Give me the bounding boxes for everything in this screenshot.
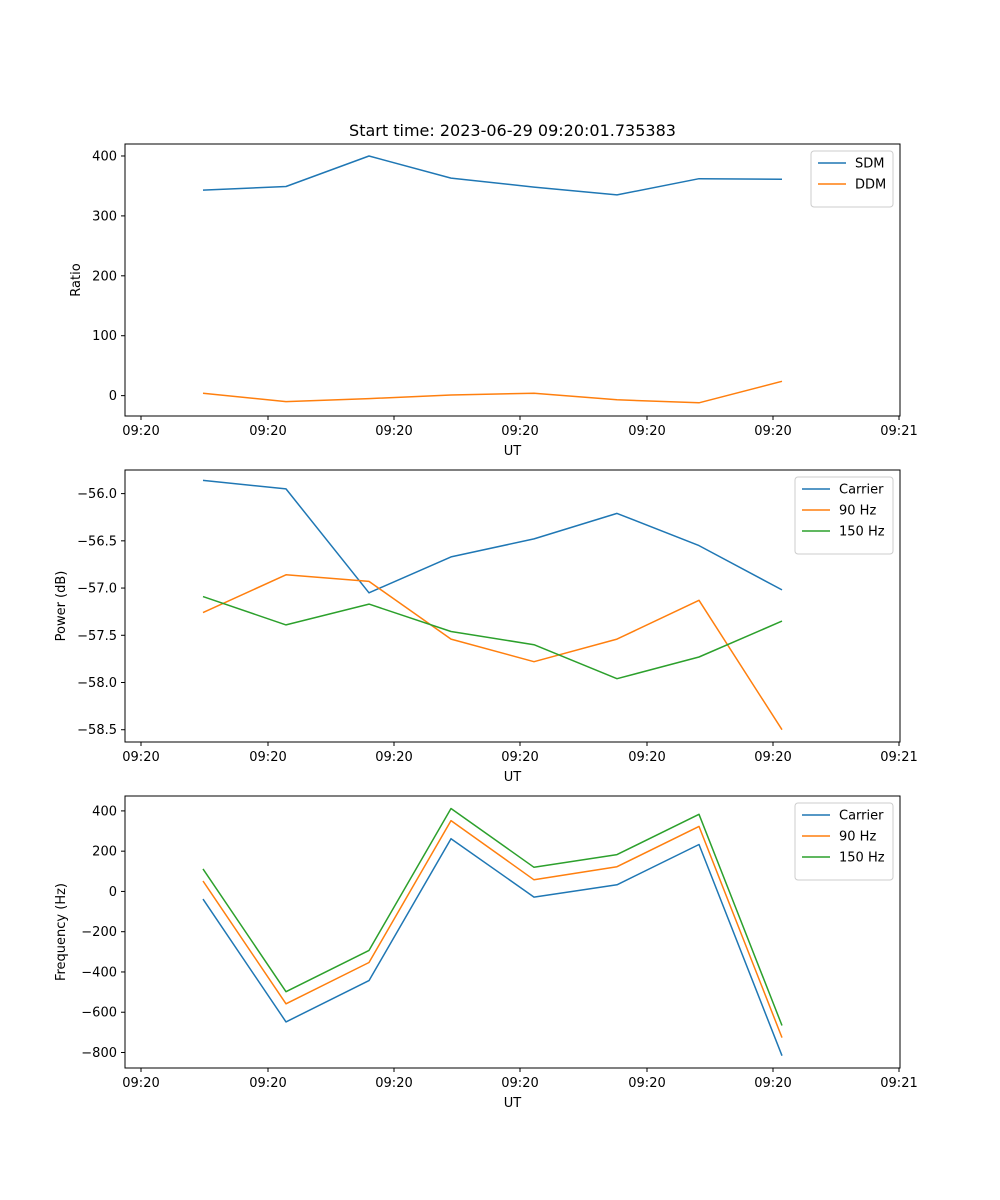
- x-tick-label: 09:20: [375, 424, 412, 439]
- x-tick-label: 09:20: [122, 424, 159, 439]
- y-tick-label: 300: [92, 209, 117, 224]
- legend-label: 150 Hz: [839, 525, 885, 540]
- x-tick-label: 09:20: [249, 424, 286, 439]
- plot-frame: [124, 795, 901, 1069]
- legend-box: [810, 150, 894, 208]
- y-tick-label: −57.0: [77, 582, 117, 597]
- x-axis-label: UT: [504, 1096, 522, 1111]
- series-line-150-hz: [202, 807, 783, 1026]
- legend-label: 90 Hz: [839, 830, 876, 845]
- legend-label: Carrier: [839, 483, 884, 498]
- x-tick-label: 09:20: [754, 750, 791, 765]
- legend-label: SDM: [855, 157, 884, 172]
- plot-frame: [124, 469, 901, 743]
- x-tick-label: 09:20: [501, 1076, 538, 1091]
- x-tick-label: 09:20: [628, 1076, 665, 1091]
- x-tick-label: 09:20: [628, 750, 665, 765]
- legend-box: [794, 802, 894, 881]
- y-axis-label: Frequency (Hz): [54, 883, 69, 981]
- series-line-150-hz: [202, 595, 783, 680]
- series-line-90-hz: [202, 819, 783, 1038]
- legend: SDM DDM: [810, 150, 894, 208]
- y-tick-label: 400: [92, 149, 117, 164]
- x-tick-label: 09:21: [880, 424, 917, 439]
- y-tick-label: −200: [81, 925, 117, 940]
- legend: Carrier 90 Hz 150 Hz: [794, 476, 894, 555]
- x-axis-label: UT: [504, 770, 522, 785]
- y-tick-label: 0: [109, 389, 117, 404]
- legend-label: 150 Hz: [839, 851, 885, 866]
- x-tick-label: 09:20: [754, 424, 791, 439]
- x-tick-label: 09:20: [628, 424, 665, 439]
- legend-label: Carrier: [839, 809, 884, 824]
- x-tick-label: 09:20: [501, 750, 538, 765]
- x-tick-label: 09:21: [880, 1076, 917, 1091]
- x-axis-label: UT: [504, 444, 522, 459]
- series-line-90-hz: [202, 574, 783, 731]
- series-line-carrier: [202, 837, 783, 1056]
- x-tick-label: 09:20: [122, 1076, 159, 1091]
- chart-panel-1: 09:20 09:20 09:20 09:20 09:20 09:20 09:21 0 100 2…: [69, 143, 918, 459]
- y-tick-label: −57.5: [77, 629, 117, 644]
- y-tick-label: −58.0: [77, 676, 117, 691]
- x-tick-label: 09:20: [375, 1076, 412, 1091]
- chart-panel-3: 09:20 09:20 09:20 09:20 09:20 09:20 09:21 400 20…: [54, 795, 918, 1111]
- y-tick-label: 400: [92, 804, 117, 819]
- x-tick-label: 09:20: [754, 1076, 791, 1091]
- y-tick-label: 200: [92, 845, 117, 860]
- legend-label: DDM: [855, 178, 886, 193]
- y-tick-label: −56.5: [77, 534, 117, 549]
- series-line-sdm: [202, 155, 783, 196]
- y-tick-label: −800: [81, 1046, 117, 1061]
- y-tick-label: −400: [81, 965, 117, 980]
- figure-title: Start time: 2023-06-29 09:20:01.735383: [349, 121, 676, 140]
- x-tick-label: 09:20: [249, 1076, 286, 1091]
- x-tick-label: 09:20: [501, 424, 538, 439]
- y-tick-label: 0: [109, 885, 117, 900]
- chart-panel-2: 09:20 09:20 09:20 09:20 09:20 09:20 09:21 −56.0…: [54, 469, 918, 785]
- y-tick-label: −600: [81, 1006, 117, 1021]
- series-line-ddm: [202, 380, 783, 404]
- series-line-carrier: [202, 479, 783, 594]
- y-tick-label: 100: [92, 329, 117, 344]
- y-tick-label: −56.0: [77, 487, 117, 502]
- x-tick-label: 09:20: [249, 750, 286, 765]
- legend-label: 90 Hz: [839, 504, 876, 519]
- y-tick-label: 200: [92, 269, 117, 284]
- y-axis-label: Power (dB): [54, 571, 69, 642]
- y-axis-label: Ratio: [69, 263, 84, 296]
- x-tick-label: 09:20: [375, 750, 412, 765]
- x-tick-label: 09:21: [880, 750, 917, 765]
- legend: Carrier 90 Hz 150 Hz: [794, 802, 894, 881]
- x-tick-label: 09:20: [122, 750, 159, 765]
- legend-box: [794, 476, 894, 555]
- y-tick-label: −58.5: [77, 723, 117, 738]
- plot-frame: [124, 143, 901, 417]
